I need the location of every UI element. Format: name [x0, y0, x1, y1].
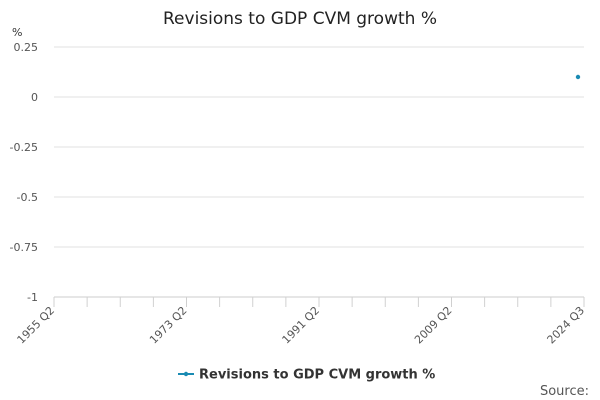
y-tick-label: -1	[27, 291, 38, 304]
x-tick-label: 2009 Q2	[412, 304, 455, 347]
gridlines	[54, 46, 584, 248]
legend-item-label[interactable]: Revisions to GDP CVM growth %	[199, 368, 435, 383]
x-tick-label: 1955 Q2	[15, 304, 58, 347]
source-label: Source:	[540, 384, 589, 399]
x-axis: 1955 Q2 1973 Q2 1991 Q2 2009 Q2 2024 Q3	[15, 296, 588, 347]
y-tick-label: 0.25	[14, 41, 39, 54]
chart-title: Revisions to GDP CVM growth %	[163, 9, 437, 29]
y-tick-label: -0.75	[10, 241, 38, 254]
y-tick-label: 0	[31, 91, 38, 104]
y-axis-ticks: 0.25 0 -0.25 -0.5 -0.75 -1	[10, 41, 38, 304]
legend-marker	[183, 371, 189, 377]
y-tick-label: -0.25	[10, 141, 38, 154]
data-point[interactable]	[575, 74, 581, 80]
y-tick-label: -0.5	[17, 191, 38, 204]
x-tick-label: 1991 Q2	[280, 304, 323, 347]
x-tick-label: 1973 Q2	[147, 304, 190, 347]
legend[interactable]: Revisions to GDP CVM growth %	[178, 368, 435, 383]
y-axis-unit-label: %	[12, 26, 22, 39]
series-layer	[575, 74, 581, 80]
x-tick-label: 2024 Q3	[545, 304, 588, 347]
